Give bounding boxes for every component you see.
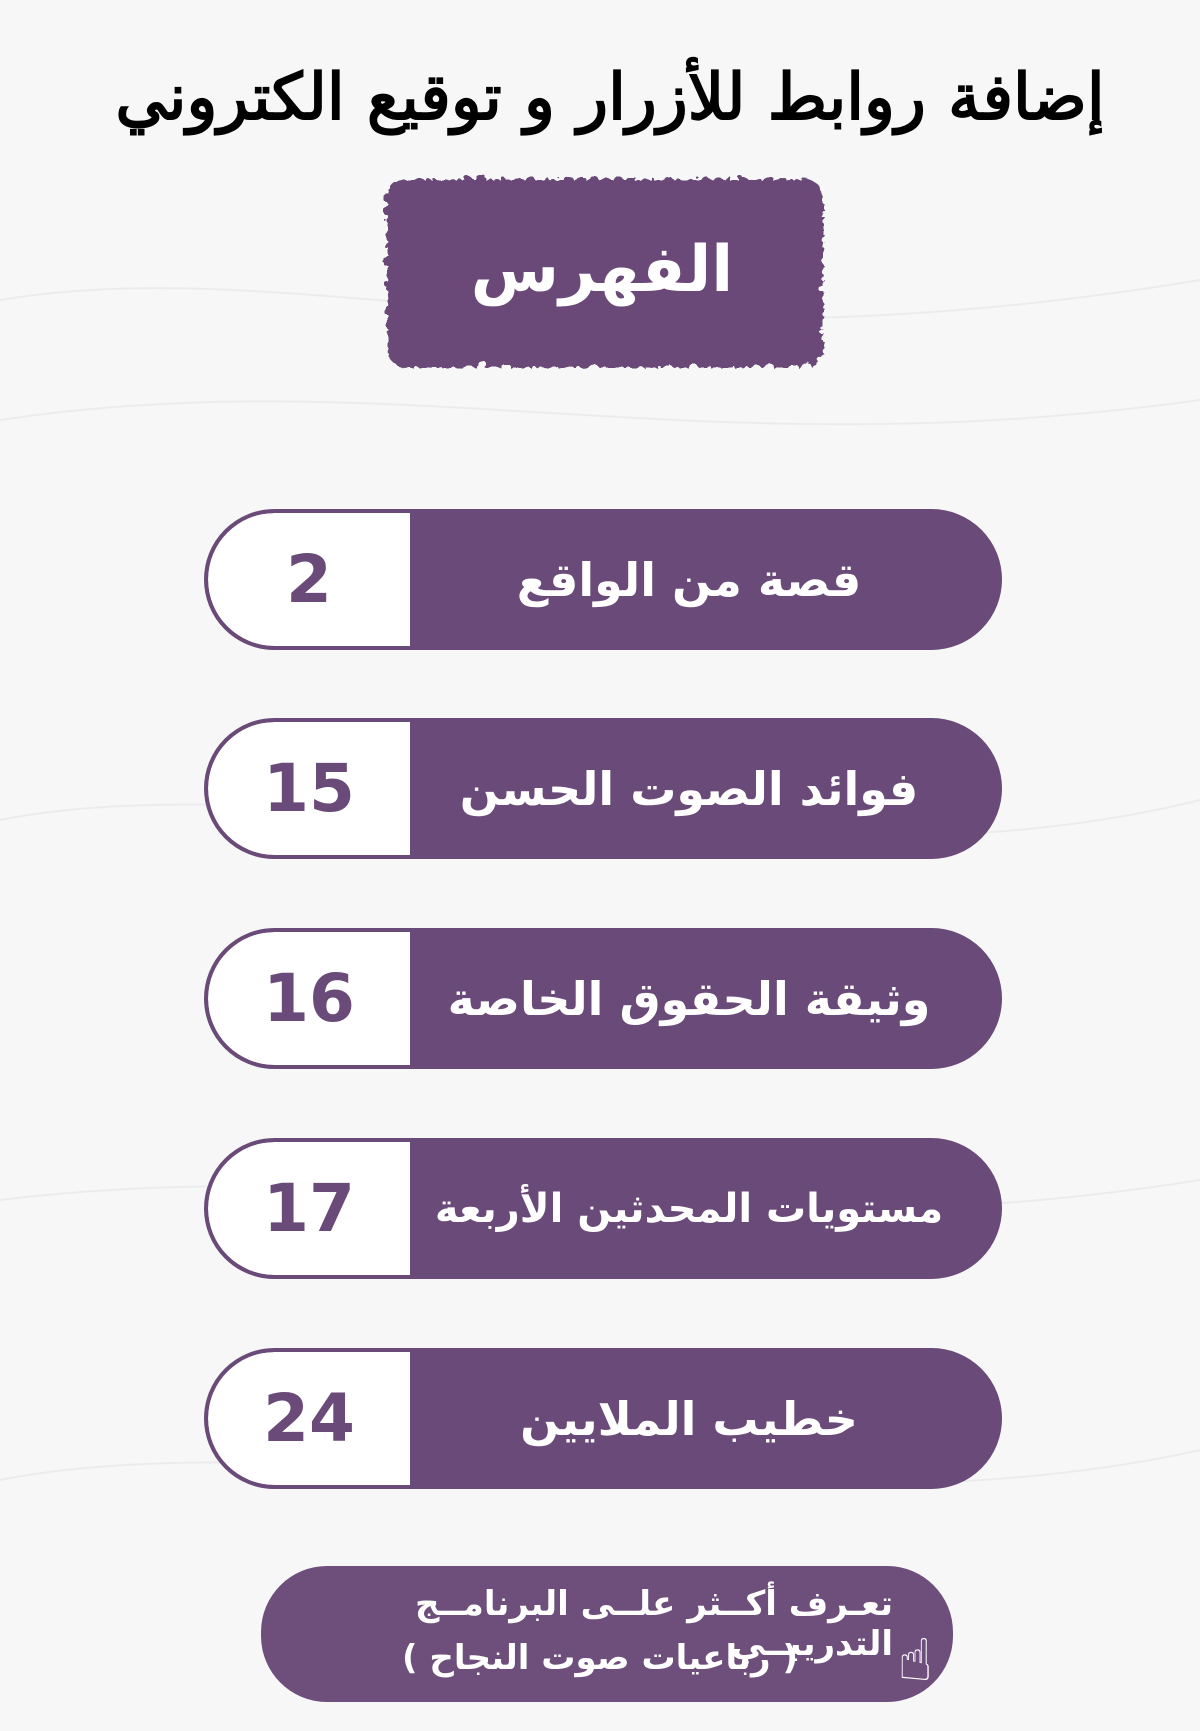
index-title: الفهرس [470, 233, 734, 307]
page-number: 15 [208, 722, 410, 855]
learn-more-line2: ( رباعيات صوت النجاح ) [402, 1638, 798, 1678]
toc-item-label: خطيب الملايين [520, 1391, 858, 1446]
toc-item[interactable]: 2 قصة من الواقع [204, 509, 1002, 650]
pointing-hand-click-icon: ☝ [897, 1626, 933, 1694]
toc-item[interactable]: 15 فوائد الصوت الحسن [204, 718, 1002, 859]
toc-item[interactable]: 24 خطيب الملايين [204, 1348, 1002, 1489]
page-title: إضافة روابط للأزرار و توقيع الكتروني [115, 60, 1105, 135]
toc-item-label: قصة من الواقع [516, 552, 862, 607]
toc-item[interactable]: 16 وثيقة الحقوق الخاصة [204, 928, 1002, 1069]
learn-more-line1: تعـرف أكــثر علــى البرنامــج التدريبــي [415, 1584, 893, 1664]
toc-item-label: وثيقة الحقوق الخاصة [447, 971, 931, 1026]
page-number: 24 [208, 1352, 410, 1485]
page-number: 2 [208, 513, 410, 646]
toc-item[interactable]: 17 مستويات المحدثين الأربعة [204, 1138, 1002, 1279]
learn-more-button[interactable]: تعـرف أكــثر علــى البرنامــج التدريبــي… [261, 1566, 953, 1702]
index-badge [388, 180, 816, 360]
toc-item-label: مستويات المحدثين الأربعة [434, 1185, 944, 1232]
toc-item-label: فوائد الصوت الحسن [459, 761, 919, 816]
page-number: 17 [208, 1142, 410, 1275]
page-number: 16 [208, 932, 410, 1065]
